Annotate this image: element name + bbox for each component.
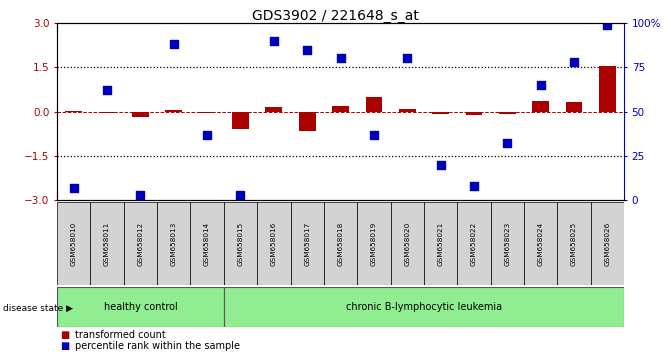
Text: ■: ■ [60, 330, 70, 339]
FancyBboxPatch shape [491, 202, 524, 285]
Bar [332, 105, 349, 112]
Text: GSM658017: GSM658017 [304, 221, 310, 266]
Point [168, 41, 179, 47]
Point [602, 22, 613, 28]
Point [502, 141, 513, 146]
Point [368, 132, 379, 137]
Point [402, 56, 413, 61]
Bar [599, 66, 616, 112]
Text: chronic B-lymphocytic leukemia: chronic B-lymphocytic leukemia [346, 302, 502, 312]
Point [268, 38, 279, 44]
FancyBboxPatch shape [91, 202, 123, 285]
FancyBboxPatch shape [191, 202, 224, 285]
Text: GSM658013: GSM658013 [170, 221, 176, 266]
Point [468, 183, 479, 189]
FancyBboxPatch shape [324, 202, 357, 285]
Text: GSM658015: GSM658015 [238, 221, 244, 266]
Bar [532, 101, 549, 112]
Bar [499, 112, 515, 114]
Bar [432, 112, 449, 114]
Point [568, 59, 579, 65]
Text: percentile rank within the sample: percentile rank within the sample [75, 341, 240, 351]
FancyBboxPatch shape [257, 202, 291, 285]
Point [102, 87, 113, 93]
Text: GSM658018: GSM658018 [338, 221, 344, 266]
Point [235, 192, 246, 198]
Bar [232, 112, 249, 129]
Text: GSM658026: GSM658026 [605, 221, 611, 266]
Text: GSM658010: GSM658010 [70, 221, 76, 266]
Point [535, 82, 546, 88]
FancyBboxPatch shape [558, 202, 590, 285]
Text: GSM658020: GSM658020 [404, 221, 410, 266]
FancyBboxPatch shape [224, 287, 624, 327]
FancyBboxPatch shape [357, 202, 391, 285]
Text: disease state ▶: disease state ▶ [3, 303, 73, 313]
Bar [99, 112, 115, 113]
FancyBboxPatch shape [424, 202, 457, 285]
Bar [65, 111, 82, 112]
Bar [399, 109, 415, 112]
Text: GSM658025: GSM658025 [571, 221, 577, 266]
FancyBboxPatch shape [157, 202, 191, 285]
Text: GDS3902 / 221648_s_at: GDS3902 / 221648_s_at [252, 9, 419, 23]
Text: GSM658014: GSM658014 [204, 221, 210, 266]
Bar [299, 112, 315, 131]
Point [302, 47, 313, 52]
Text: healthy control: healthy control [103, 302, 177, 312]
Point [202, 132, 213, 137]
Bar [266, 107, 282, 112]
Point [68, 185, 79, 190]
Bar [566, 102, 582, 112]
Text: GSM658024: GSM658024 [537, 221, 544, 266]
Text: GSM658021: GSM658021 [437, 221, 444, 266]
FancyBboxPatch shape [291, 202, 324, 285]
Bar [199, 112, 215, 113]
Bar [466, 112, 482, 115]
FancyBboxPatch shape [391, 202, 424, 285]
Bar [366, 97, 382, 112]
Point [435, 162, 446, 167]
FancyBboxPatch shape [123, 202, 157, 285]
FancyBboxPatch shape [524, 202, 558, 285]
Text: ■: ■ [60, 341, 70, 351]
Bar [132, 112, 149, 118]
Text: GSM658011: GSM658011 [104, 221, 110, 266]
Point [336, 56, 346, 61]
Text: GSM658016: GSM658016 [271, 221, 277, 266]
Text: transformed count: transformed count [75, 330, 166, 339]
Text: GSM658019: GSM658019 [371, 221, 377, 266]
Text: GSM658012: GSM658012 [138, 221, 144, 266]
Text: GSM658023: GSM658023 [505, 221, 511, 266]
FancyBboxPatch shape [224, 202, 257, 285]
FancyBboxPatch shape [590, 202, 624, 285]
FancyBboxPatch shape [57, 287, 224, 327]
Text: GSM658022: GSM658022 [471, 221, 477, 266]
Point [135, 192, 146, 198]
FancyBboxPatch shape [457, 202, 491, 285]
Bar [166, 110, 182, 112]
FancyBboxPatch shape [57, 202, 91, 285]
